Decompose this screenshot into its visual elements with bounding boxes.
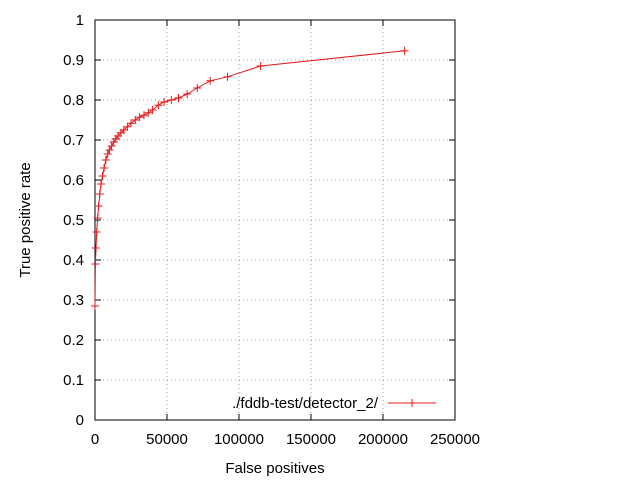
y-tick-label: 0.1: [63, 372, 84, 389]
data-point: [95, 190, 104, 198]
data-point: [400, 46, 409, 55]
data-point: [183, 90, 192, 98]
y-tick-label: 1: [76, 12, 84, 29]
y-tick-label: 0.6: [63, 172, 84, 189]
data-point: [107, 142, 116, 150]
data-point: [139, 111, 148, 120]
data-point: [206, 76, 215, 85]
legend-sample-marker: [408, 399, 416, 407]
axis-ticks: 0 50000 100000 150000 200000 250000 0 0.1 0.2 0.3…: [63, 12, 480, 448]
data-point: [97, 180, 106, 188]
data-point: [93, 214, 102, 222]
data-point: [92, 244, 101, 252]
x-tick-label: 150000: [286, 431, 336, 448]
data-point: [109, 138, 118, 146]
x-tick-label: 50000: [146, 431, 188, 448]
x-tick-label: 100000: [214, 431, 264, 448]
data-point: [101, 156, 110, 164]
y-tick-label: 0.2: [63, 332, 84, 349]
y-tick-label: 0: [76, 412, 84, 429]
data-point: [131, 116, 140, 124]
data-point: [92, 228, 101, 236]
y-tick-label: 0.7: [63, 132, 84, 149]
y-tick-label: 0.3: [63, 292, 84, 309]
data-point: [135, 113, 144, 122]
legend: ./fddb-test/detector_2/: [232, 395, 436, 412]
data-point: [256, 62, 265, 70]
data-point: [91, 302, 99, 310]
data-point: [123, 122, 132, 131]
data-point: [174, 94, 183, 102]
data-point: [103, 150, 112, 158]
data-point: [154, 101, 163, 110]
data-point: [167, 96, 176, 104]
data-point: [100, 164, 109, 172]
plot-border: [94, 19, 456, 421]
y-tick-label: 0.8: [63, 92, 84, 109]
y-tick-label: 0.5: [63, 212, 84, 229]
data-point: [98, 172, 107, 180]
x-tick-label: 250000: [430, 431, 480, 448]
series-layer: [91, 46, 409, 310]
x-tick-label: 0: [91, 431, 99, 448]
y-axis-title: True positive rate: [17, 162, 34, 277]
grid-lines: [95, 20, 455, 420]
data-point: [160, 98, 169, 106]
y-tick-label: 0.9: [63, 52, 84, 69]
data-point: [127, 119, 135, 128]
data-point: [94, 202, 103, 210]
x-tick-label: 200000: [358, 431, 408, 448]
legend-label: ./fddb-test/detector_2/: [232, 395, 379, 412]
data-point: [105, 146, 114, 154]
data-point: [144, 108, 153, 117]
data-point: [91, 260, 100, 268]
y-tick-label: 0.4: [63, 252, 84, 269]
data-point: [148, 106, 157, 114]
series-line: [94, 50, 405, 307]
data-point: [193, 84, 202, 92]
data-point: [223, 72, 232, 81]
data-point: [119, 126, 128, 134]
x-axis-title: False positives: [225, 460, 324, 477]
